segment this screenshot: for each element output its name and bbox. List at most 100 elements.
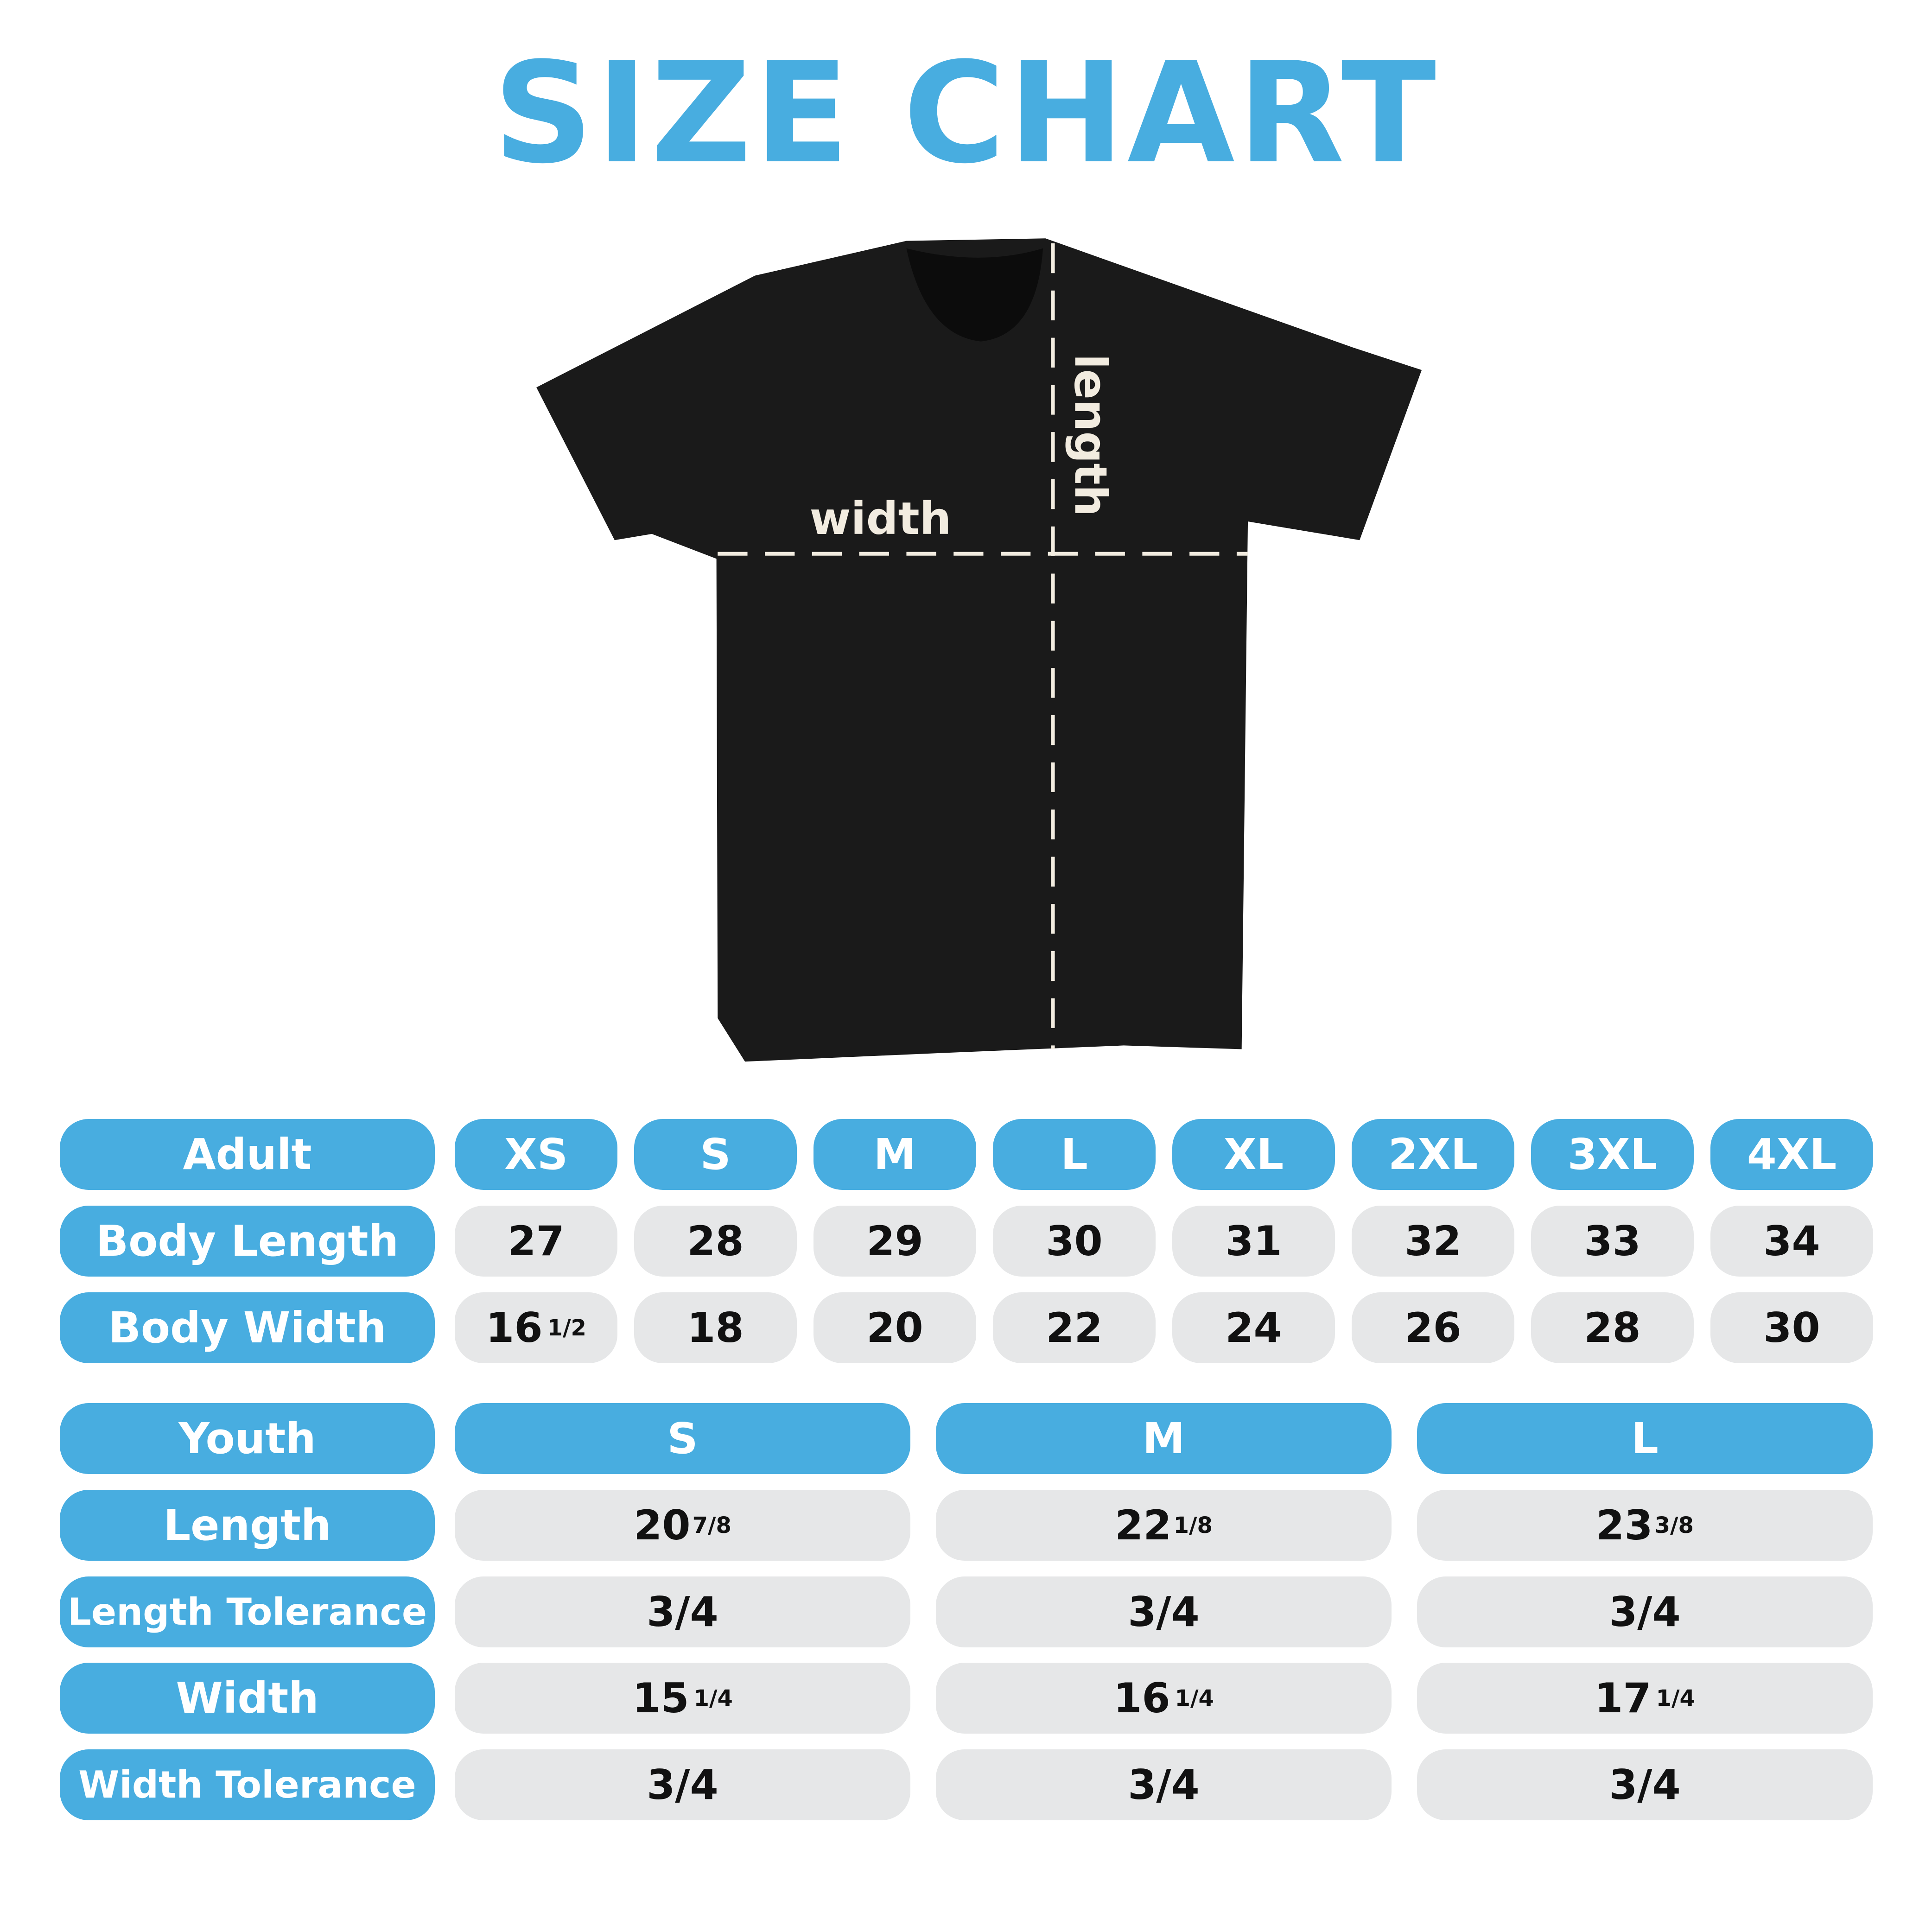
adult-header-label: Adult [183,1130,312,1179]
fraction: 1/4 [1656,1685,1695,1711]
value: 20 [634,1501,691,1549]
adult-size-header: XS [455,1119,617,1190]
value: 30 [1763,1304,1820,1352]
value: 3/4 [647,1588,718,1636]
width-label: width [809,492,951,545]
adult-value-cell: 18 [634,1292,797,1363]
adult-size-header: 2XL [1352,1119,1514,1190]
size-label: XS [504,1130,568,1179]
youth-row-label: Length Tolerance [60,1576,435,1647]
youth-value-cell: 3/4 [455,1576,910,1647]
youth-row-label: Width [60,1663,435,1734]
adult-value-cell: 28 [1531,1292,1694,1363]
youth-value-cell: 20 7/8 [455,1490,910,1561]
value: 3/4 [647,1761,718,1809]
youth-value-cell: 23 3/8 [1417,1490,1873,1561]
value: 31 [1225,1217,1282,1265]
youth-value-cell: 22 1/8 [936,1490,1392,1561]
adult-value-cell: 31 [1172,1206,1335,1277]
value: 26 [1405,1304,1462,1352]
size-label: 2XL [1388,1130,1478,1179]
size-label: 4XL [1747,1130,1837,1179]
youth-value-cell: 3/4 [936,1576,1392,1647]
adult-row-label: Body Length [60,1206,435,1277]
value: 34 [1763,1217,1820,1265]
youth-row-label: Length [60,1490,435,1561]
fraction: 7/8 [692,1512,731,1538]
youth-row-label: Width Tolerance [60,1749,435,1820]
value: 20 [866,1304,923,1352]
adult-header: Adult [60,1119,435,1190]
youth-header: Youth [60,1403,435,1474]
value: 3/4 [1128,1588,1200,1636]
youth-value-cell: 3/4 [936,1749,1392,1820]
youth-value-cell: 3/4 [455,1749,910,1820]
value: 16 [1113,1674,1170,1722]
row-label: Length Tolerance [67,1590,427,1633]
value: 16 [486,1304,543,1352]
youth-size-header: L [1417,1403,1873,1474]
row-label: Width Tolerance [78,1763,416,1806]
fraction: 1/4 [1175,1685,1214,1711]
value: 3/4 [1609,1588,1681,1636]
row-label: Body Width [108,1303,387,1353]
row-label: Body Length [95,1216,399,1266]
youth-size-header: M [936,1403,1392,1474]
adult-value-cell: 24 [1172,1292,1335,1363]
fraction: 1/4 [693,1685,733,1711]
size-label: M [873,1130,916,1179]
adult-value-cell: 30 [1710,1292,1873,1363]
value: 28 [687,1217,744,1265]
value: 22 [1115,1501,1172,1549]
youth-value-cell: 15 1/4 [455,1663,910,1734]
value: 3/4 [1609,1761,1681,1809]
adult-value-cell: 20 [813,1292,976,1363]
adult-value-cell: 26 [1352,1292,1514,1363]
value: 27 [508,1217,565,1265]
value: 15 [632,1674,689,1722]
value: 18 [687,1304,744,1352]
adult-row-label: Body Width [60,1292,435,1363]
youth-header-label: Youth [178,1414,316,1463]
value: 24 [1225,1304,1282,1352]
adult-size-header: 4XL [1710,1119,1873,1190]
size-label: 3XL [1567,1130,1658,1179]
adult-size-header: XL [1172,1119,1335,1190]
page-title: SIZE CHART [493,32,1439,194]
youth-size-header: S [455,1403,910,1474]
youth-value-cell: 17 1/4 [1417,1663,1873,1734]
size-label: S [667,1414,698,1463]
adult-value-cell: 29 [813,1206,976,1277]
value: 23 [1596,1501,1653,1549]
adult-size-header: S [634,1119,797,1190]
value: 28 [1584,1304,1641,1352]
adult-value-cell: 28 [634,1206,797,1277]
youth-value-cell: 16 1/4 [936,1663,1392,1734]
adult-value-cell: 30 [993,1206,1156,1277]
value: 3/4 [1128,1761,1200,1809]
adult-size-header: L [993,1119,1156,1190]
length-label: length [1065,354,1117,516]
adult-value-cell: 32 [1352,1206,1514,1277]
value: 32 [1405,1217,1462,1265]
adult-size-header: 3XL [1531,1119,1694,1190]
youth-value-cell: 3/4 [1417,1576,1873,1647]
adult-value-cell: 33 [1531,1206,1694,1277]
youth-value-cell: 3/4 [1417,1749,1873,1820]
fraction: 3/8 [1654,1512,1694,1538]
size-label: L [1061,1130,1088,1179]
fraction: 1/8 [1173,1512,1213,1538]
size-label: XL [1223,1130,1284,1179]
value: 33 [1584,1217,1641,1265]
value: 30 [1046,1217,1103,1265]
adult-value-cell: 34 [1710,1206,1873,1277]
value: 17 [1595,1674,1652,1722]
value: 22 [1046,1304,1103,1352]
tshirt-image [536,238,1422,1062]
row-label: Width [176,1673,319,1723]
value: 29 [866,1217,923,1265]
size-label: L [1631,1414,1659,1463]
fraction: 1/2 [547,1315,586,1341]
size-label: S [700,1130,731,1179]
